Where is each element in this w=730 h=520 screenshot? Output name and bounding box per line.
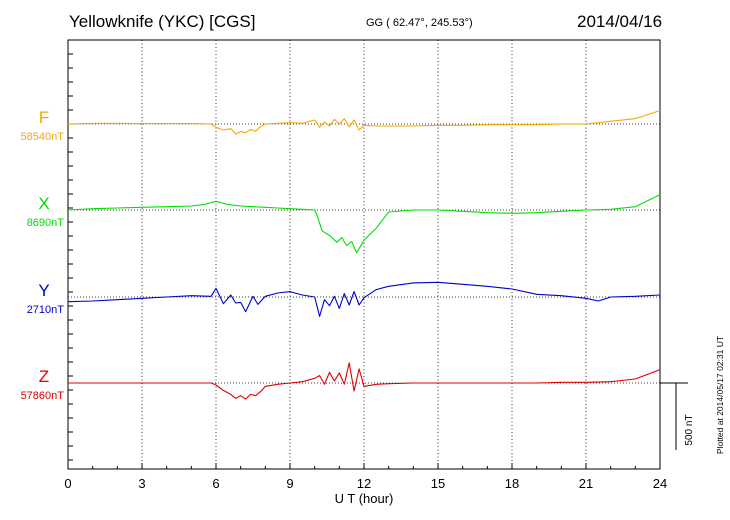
x-tick-label-21: 21 <box>579 476 593 491</box>
x-tick-label-0: 0 <box>64 476 71 491</box>
x-tick-label-9: 9 <box>286 476 293 491</box>
station-title: Yellowknife (YKC) [CGS] <box>69 12 256 31</box>
geographic-coordinates: GG ( 62.47°, 245.53°) <box>366 17 473 29</box>
scale-bar-label: 500 nT <box>684 414 695 445</box>
series-line-z <box>68 362 661 400</box>
series-line-f <box>67 110 661 135</box>
x-axis-label: U T (hour) <box>335 491 394 506</box>
series-line-x <box>67 194 661 254</box>
x-tick-label-12: 12 <box>357 476 371 491</box>
x-tick-label-6: 6 <box>212 476 219 491</box>
baseline-value-x: 8690nT <box>27 217 65 229</box>
x-tick-label-15: 15 <box>431 476 445 491</box>
plot-date: 2014/04/16 <box>577 12 663 31</box>
series-line-y <box>67 281 661 317</box>
component-label-x: X <box>38 194 49 213</box>
x-tick-label-24: 24 <box>653 476 667 491</box>
baseline-value-f: 58540nT <box>21 131 65 143</box>
x-tick-label-18: 18 <box>505 476 519 491</box>
component-label-y: Y <box>38 281 49 300</box>
x-tick-label-3: 3 <box>138 476 145 491</box>
plotted-at-note: Plotted at 2014/05/17 02:31 UT <box>715 336 725 454</box>
component-label-f: F <box>39 108 49 127</box>
baseline-value-z: 57860nT <box>21 390 65 402</box>
baseline-value-y: 2710nT <box>27 304 65 316</box>
component-label-z: Z <box>39 367 49 386</box>
